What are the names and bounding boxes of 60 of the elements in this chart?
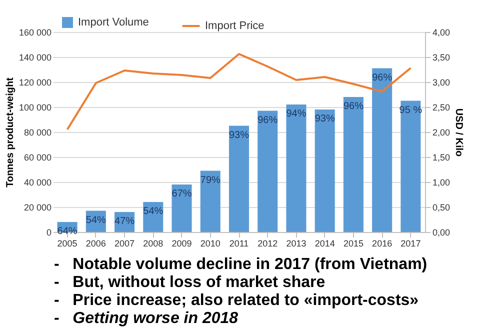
- y2-tick-label: 0,50: [432, 202, 450, 212]
- y-tick-label: 120 000: [18, 78, 52, 88]
- y-tick-label: 100 000: [18, 102, 52, 112]
- y2-tick-label: 0,00: [432, 228, 450, 238]
- text: - But, without loss of market share: [54, 274, 326, 292]
- y-tick-label: 140 000: [18, 52, 52, 62]
- bar: [400, 100, 421, 232]
- text: - Notable volume decline in 2017 (from Vietnam): [54, 256, 428, 274]
- y-tick-label: 20 000: [24, 202, 52, 212]
- annotation: 96%: [258, 114, 278, 126]
- y-tick-label: 0: [46, 228, 52, 238]
- annotation: 93%: [228, 130, 250, 141]
- y-tick-label: 80 000: [24, 128, 52, 138]
- y2-tick-label: 1,50: [432, 152, 450, 162]
- y2-tick-label: 3,50: [432, 52, 450, 62]
- y-tick-label: 40 000: [24, 178, 52, 188]
- x-tick-label: 2009: [172, 238, 192, 248]
- bar: [258, 110, 278, 232]
- y2-tick-label: 2,00: [432, 128, 450, 138]
- annotation: 96%: [343, 101, 364, 112]
- y2-tick-label: 2,50: [432, 102, 450, 112]
- text: - Getting worse in 2018: [54, 310, 240, 328]
- bar: [343, 97, 364, 232]
- y-tick-label: 60 000: [24, 152, 52, 162]
- x-tick-label: 2016: [372, 238, 392, 248]
- x-tick-label: 2013: [286, 238, 306, 248]
- x-tick-label: 2011: [229, 238, 249, 248]
- y2-tick-label: 4,00: [432, 28, 450, 38]
- legend-label: Import Volume: [78, 16, 149, 28]
- x-tick-label: 2017: [400, 238, 421, 248]
- y-axis-title: Tonnes product-weight: [4, 76, 16, 188]
- annotation: 96%: [372, 72, 392, 84]
- annotation: 54%: [86, 214, 106, 226]
- bar: [228, 126, 250, 232]
- annotation: 54%: [143, 206, 164, 217]
- y2-tick-label: 1,00: [432, 178, 450, 188]
- bar: [314, 110, 335, 232]
- bar: [372, 68, 392, 232]
- x-tick-label: 2005: [57, 238, 78, 248]
- annotation: 94%: [286, 108, 306, 120]
- bar: [200, 170, 220, 232]
- x-tick-label: 2012: [258, 238, 278, 248]
- legend-label: Import Price: [205, 20, 264, 32]
- y2-axis-title: USD / Kilo: [453, 108, 464, 157]
- bar: [286, 104, 306, 232]
- annotation: 79%: [200, 174, 220, 186]
- x-tick-label: 2006: [86, 238, 106, 248]
- line-series: [66, 53, 412, 130]
- bar: [172, 184, 192, 232]
- x-tick-label: 2014: [314, 238, 335, 248]
- x-tick-label: 2008: [143, 238, 164, 248]
- annotation: 47%: [114, 216, 135, 227]
- annotation: 93%: [314, 114, 335, 124]
- x-tick-label: 2015: [343, 238, 364, 248]
- annotation: 67%: [172, 188, 192, 200]
- x-tick-label: 2010: [200, 238, 220, 248]
- y2-tick-label: 3,00: [432, 78, 450, 88]
- text: - Price increase; also related to «import-costs»: [54, 292, 420, 310]
- x-tick-label: 2007: [114, 238, 135, 248]
- y-tick-label: 160 000: [18, 28, 52, 38]
